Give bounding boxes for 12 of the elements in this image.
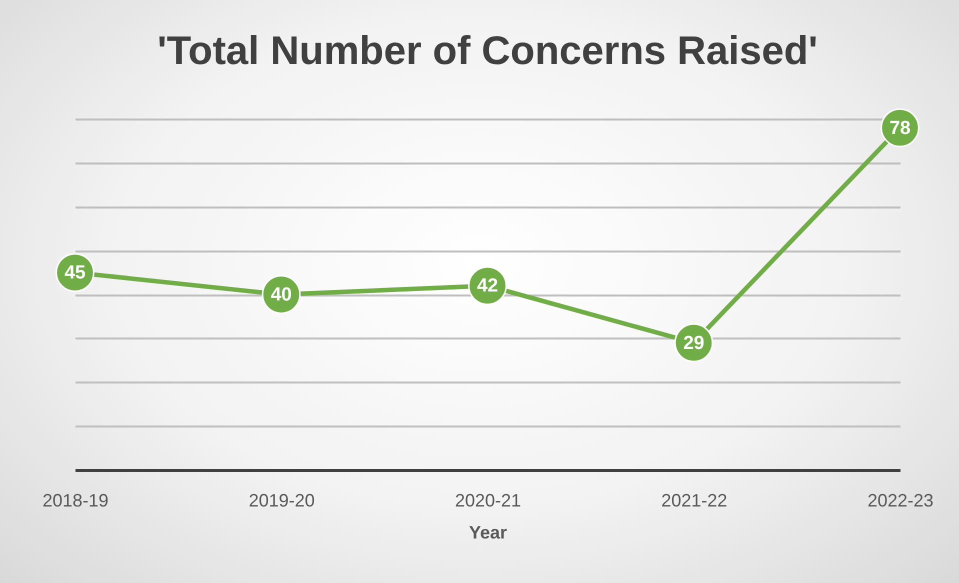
data-label: 42 [476,276,498,297]
x-tick-label: 2020-21 [454,490,522,510]
chart-title: 'Total Number of Concerns Raised' [157,29,818,74]
x-axis-title: Year [468,522,508,542]
x-tick-label: 2018-19 [42,490,109,510]
x-tick-label: 2019-20 [248,490,315,510]
data-label: 29 [683,332,704,354]
data-label: 40 [270,284,292,306]
x-tick-label: 2021-22 [661,490,728,510]
data-label: 78 [889,118,911,139]
x-tick-label: 2022-23 [867,490,934,510]
data-label: 45 [64,262,86,284]
